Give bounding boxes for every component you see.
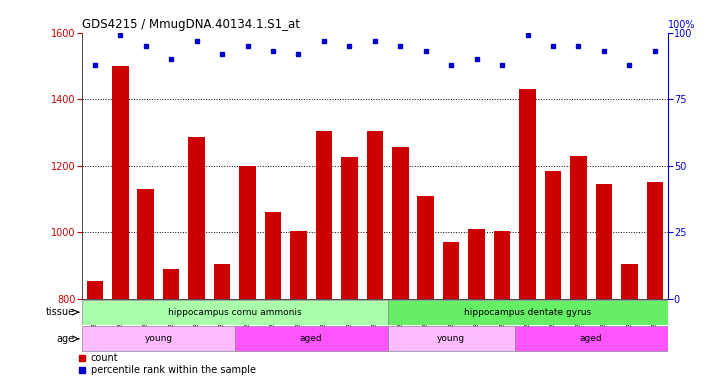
- Text: GDS4215 / MmugDNA.40134.1.S1_at: GDS4215 / MmugDNA.40134.1.S1_at: [82, 18, 300, 31]
- Bar: [418, 196, 434, 299]
- Bar: [341, 157, 358, 299]
- Bar: [647, 182, 663, 299]
- Bar: [468, 229, 485, 299]
- Text: aged: aged: [300, 334, 323, 343]
- Bar: [545, 171, 561, 299]
- Bar: [163, 269, 179, 299]
- Bar: [214, 264, 231, 299]
- Bar: [519, 89, 536, 299]
- Text: percentile rank within the sample: percentile rank within the sample: [91, 365, 256, 375]
- Bar: [316, 131, 332, 299]
- Bar: [388, 326, 515, 351]
- Text: 100%: 100%: [668, 20, 695, 30]
- Text: hippocampus dentate gyrus: hippocampus dentate gyrus: [464, 308, 591, 317]
- Bar: [86, 281, 103, 299]
- Text: young: young: [437, 334, 466, 343]
- Bar: [112, 66, 129, 299]
- Bar: [235, 326, 388, 351]
- Bar: [570, 156, 587, 299]
- Bar: [290, 231, 307, 299]
- Bar: [265, 212, 281, 299]
- Bar: [494, 231, 511, 299]
- Bar: [239, 166, 256, 299]
- Bar: [388, 300, 668, 325]
- Text: young: young: [144, 334, 173, 343]
- Bar: [82, 300, 388, 325]
- Bar: [82, 326, 235, 351]
- Bar: [515, 326, 668, 351]
- Bar: [366, 131, 383, 299]
- Bar: [443, 242, 460, 299]
- Bar: [595, 184, 612, 299]
- Bar: [392, 147, 408, 299]
- Bar: [138, 189, 154, 299]
- Text: tissue: tissue: [46, 307, 74, 317]
- Bar: [188, 137, 205, 299]
- Text: aged: aged: [580, 334, 603, 343]
- Text: count: count: [91, 353, 119, 363]
- Text: age: age: [56, 334, 74, 344]
- Text: hippocampus cornu ammonis: hippocampus cornu ammonis: [168, 308, 301, 317]
- Bar: [621, 264, 638, 299]
